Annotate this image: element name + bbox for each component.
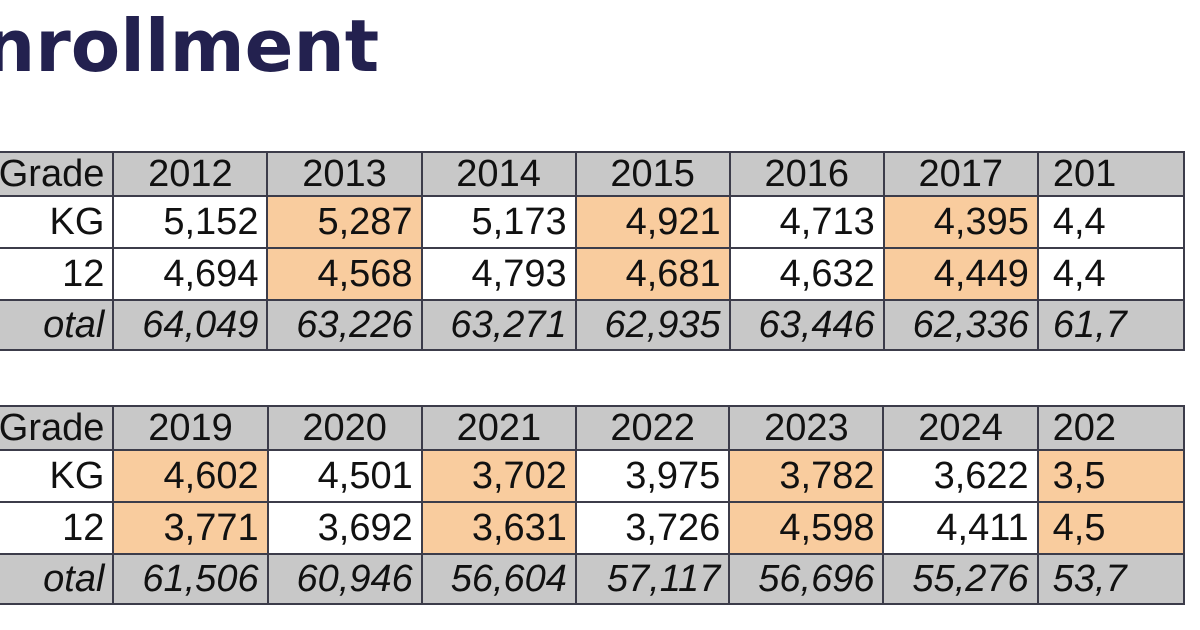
enrollment-cell: 3,726	[574, 501, 731, 555]
table-row-total: otal 61,506 60,946 56,604 57,117 56,696 …	[0, 553, 1186, 605]
enrollment-cell: 4,411	[882, 501, 1039, 555]
enrollment-cell: 4,793	[420, 247, 577, 301]
page-title: nrollment	[0, 4, 380, 88]
year-header: 2021	[420, 405, 577, 451]
year-header: 2012	[112, 151, 269, 197]
total-cell: 61,7	[1036, 299, 1186, 351]
table-row-12: 12 3,771 3,692 3,631 3,726 4,598 4,411 4…	[0, 501, 1186, 555]
year-header: 2013	[266, 151, 423, 197]
year-header: 202	[1036, 405, 1186, 451]
total-cell: 63,446	[728, 299, 885, 351]
enrollment-cell: 5,152	[112, 195, 269, 249]
total-cell: 62,935	[574, 299, 731, 351]
total-cell: 53,7	[1036, 553, 1186, 605]
enrollment-cell: 3,782	[728, 449, 885, 503]
enrollment-cell: 5,173	[420, 195, 577, 249]
grade-label: 12	[0, 501, 115, 555]
enrollment-cell: 4,694	[112, 247, 269, 301]
enrollment-cell: 4,921	[574, 195, 731, 249]
year-header: 2016	[728, 151, 885, 197]
grade-label: 12	[0, 247, 115, 301]
enrollment-cell: 3,631	[420, 501, 577, 555]
enrollment-cell: 3,5	[1036, 449, 1186, 503]
total-cell: 60,946	[266, 553, 423, 605]
total-cell: 56,604	[420, 553, 577, 605]
total-cell: 64,049	[112, 299, 269, 351]
enrollment-cell: 4,713	[728, 195, 885, 249]
enrollment-table-2019-2025: Grade 2019 2020 2021 2022 2023 2024 202 …	[0, 405, 1186, 605]
total-label: otal	[0, 553, 115, 605]
table-row-total: otal 64,049 63,226 63,271 62,935 63,446 …	[0, 299, 1186, 351]
grade-header: Grade	[0, 405, 115, 451]
enrollment-cell: 4,568	[266, 247, 423, 301]
year-header: 2015	[574, 151, 731, 197]
total-cell: 63,226	[266, 299, 423, 351]
enrollment-cell: 4,598	[728, 501, 885, 555]
year-header: 201	[1036, 151, 1186, 197]
year-header: 2017	[882, 151, 1039, 197]
total-cell: 55,276	[882, 553, 1039, 605]
enrollment-table-2012-2018: Grade 2012 2013 2014 2015 2016 2017 201 …	[0, 151, 1186, 351]
enrollment-cell: 4,681	[574, 247, 731, 301]
year-header: 2024	[882, 405, 1039, 451]
total-cell: 63,271	[420, 299, 577, 351]
enrollment-cell: 4,5	[1036, 501, 1186, 555]
table-header-row: Grade 2019 2020 2021 2022 2023 2024 202	[0, 405, 1186, 451]
enrollment-cell: 4,395	[882, 195, 1039, 249]
table-header-row: Grade 2012 2013 2014 2015 2016 2017 201	[0, 151, 1186, 197]
year-header: 2023	[728, 405, 885, 451]
enrollment-cell: 3,771	[112, 501, 269, 555]
total-cell: 62,336	[882, 299, 1039, 351]
grade-label: KG	[0, 449, 115, 503]
enrollment-cell: 3,692	[266, 501, 423, 555]
enrollment-cell: 4,501	[266, 449, 423, 503]
enrollment-cell: 4,602	[112, 449, 269, 503]
year-header: 2020	[266, 405, 423, 451]
table-row-kg: KG 4,602 4,501 3,702 3,975 3,782 3,622 3…	[0, 449, 1186, 503]
enrollment-cell: 4,4	[1036, 247, 1186, 301]
grade-header: Grade	[0, 151, 115, 197]
enrollment-cell: 4,449	[882, 247, 1039, 301]
enrollment-cell: 3,622	[882, 449, 1039, 503]
enrollment-cell: 5,287	[266, 195, 423, 249]
total-cell: 57,117	[574, 553, 731, 605]
year-header: 2014	[420, 151, 577, 197]
total-cell: 61,506	[112, 553, 269, 605]
year-header: 2019	[112, 405, 269, 451]
table-row-12: 12 4,694 4,568 4,793 4,681 4,632 4,449 4…	[0, 247, 1186, 301]
enrollment-cell: 4,4	[1036, 195, 1186, 249]
enrollment-cell: 4,632	[728, 247, 885, 301]
enrollment-cell: 3,702	[420, 449, 577, 503]
enrollment-cell: 3,975	[574, 449, 731, 503]
year-header: 2022	[574, 405, 731, 451]
grade-label: KG	[0, 195, 115, 249]
total-cell: 56,696	[728, 553, 885, 605]
total-label: otal	[0, 299, 115, 351]
table-row-kg: KG 5,152 5,287 5,173 4,921 4,713 4,395 4…	[0, 195, 1186, 249]
